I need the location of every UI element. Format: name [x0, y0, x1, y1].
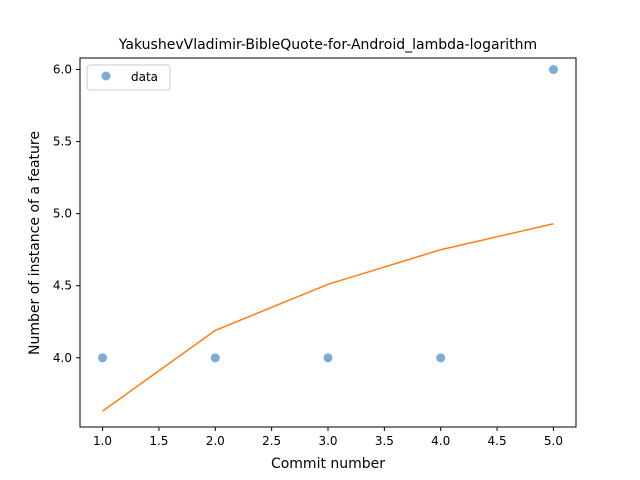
- x-tick-label: 5.0: [544, 434, 563, 448]
- data-point: [323, 353, 333, 363]
- data-point: [436, 353, 446, 363]
- x-tick-label: 2.0: [206, 434, 225, 448]
- y-tick-label: 6.0: [53, 63, 72, 77]
- axes-frame: [79, 57, 577, 428]
- data-point: [548, 65, 558, 75]
- legend-marker: [101, 71, 111, 81]
- x-axis-label: Commit number: [271, 456, 385, 472]
- y-tick-label: 4.5: [53, 279, 72, 293]
- y-tick-label: 5.5: [53, 135, 72, 149]
- legend-label-data: data: [131, 70, 158, 84]
- plot-area: [98, 65, 558, 412]
- legend: data: [86, 64, 171, 91]
- legend-box: [86, 64, 171, 91]
- chart-title: YakushevVladimir-BibleQuote-for-Android_…: [118, 37, 537, 53]
- x-tick-label: 4.0: [431, 434, 450, 448]
- x-tick-label: 1.5: [149, 434, 168, 448]
- x-tick-label: 2.5: [262, 434, 281, 448]
- x-tick-label: 4.5: [488, 434, 507, 448]
- y-tick-label: 4.0: [53, 351, 72, 365]
- axis-ticks: 1.0 1.5 2.0 2.5 3.0 3.5 4.0 4.5 5.0 4.0 4.5 5.0 5.5 6…: [53, 63, 563, 448]
- y-tick-label: 5.0: [53, 207, 72, 221]
- x-tick-label: 1.0: [93, 434, 112, 448]
- data-point: [98, 353, 108, 363]
- fit-line: [102, 223, 554, 412]
- data-point: [210, 353, 220, 363]
- x-tick-label: 3.5: [375, 434, 394, 448]
- y-axis-label: Number of instance of a feature: [27, 131, 43, 355]
- x-tick-label: 3.0: [318, 434, 337, 448]
